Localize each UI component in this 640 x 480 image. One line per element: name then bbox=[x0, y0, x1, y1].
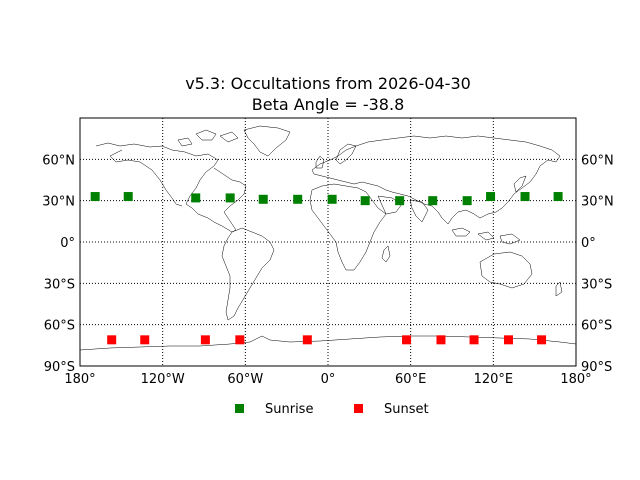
y-tick-label-right: 60°S bbox=[581, 319, 612, 334]
sunrise-point bbox=[553, 192, 563, 202]
sunrise-point bbox=[486, 192, 496, 202]
y-tick-label-left: 60°S bbox=[44, 319, 75, 334]
sunrise-point bbox=[123, 192, 133, 202]
sunrise-point bbox=[428, 196, 438, 206]
coastlines bbox=[79, 125, 577, 351]
sunset-point bbox=[302, 335, 312, 345]
y-tick-label-left: 30°S bbox=[44, 277, 75, 292]
x-tick-label: 180° bbox=[64, 372, 95, 387]
y-tick-label-right: 60°N bbox=[581, 153, 614, 168]
chart-title: v5.3: Occultations from 2026-04-30 bbox=[185, 74, 471, 93]
axis-ticks: 180° 120°W 60°W 0° 60°E 120°E 180°90°S 90°S60°S… bbox=[42, 153, 614, 387]
y-tick-label-left: 0° bbox=[60, 236, 75, 251]
sunrise-point bbox=[90, 192, 100, 202]
y-tick-label-right: 0° bbox=[581, 236, 596, 251]
sunset-point bbox=[107, 335, 117, 345]
sunrise-point bbox=[520, 192, 530, 202]
legend: Sunrise Sunset bbox=[235, 402, 429, 417]
chart-subtitle: Beta Angle = -38.8 bbox=[252, 95, 405, 114]
sunrise-point bbox=[360, 196, 370, 206]
y-tick-label-right: 30°N bbox=[581, 195, 614, 210]
y-tick-label-right: 90°S bbox=[581, 360, 612, 375]
x-tick-label: 60°E bbox=[395, 372, 426, 387]
legend-label-sunset: Sunset bbox=[384, 402, 429, 417]
sunset-point bbox=[140, 335, 150, 345]
x-tick-label: 0° bbox=[321, 372, 336, 387]
sunrise-point bbox=[225, 193, 235, 203]
data-points bbox=[90, 192, 563, 345]
legend-marker-sunrise bbox=[235, 404, 244, 413]
sunrise-point bbox=[327, 194, 337, 204]
grid-lines bbox=[80, 118, 576, 366]
x-tick-label: 60°W bbox=[227, 372, 263, 387]
y-tick-label-left: 30°N bbox=[42, 195, 75, 210]
sunset-point bbox=[537, 335, 547, 345]
sunrise-point bbox=[258, 194, 268, 204]
sunset-point bbox=[503, 335, 513, 345]
plot-frame bbox=[79, 117, 577, 367]
y-tick-label-left: 60°N bbox=[42, 153, 75, 168]
sunrise-point bbox=[395, 196, 405, 206]
sunset-point bbox=[402, 335, 412, 345]
sunrise-point bbox=[191, 193, 201, 203]
y-tick-label-left: 90°S bbox=[44, 360, 75, 375]
y-tick-label-right: 30°S bbox=[581, 277, 612, 292]
legend-marker-sunset bbox=[354, 404, 363, 413]
sunrise-point bbox=[462, 196, 472, 206]
sunset-point bbox=[235, 335, 245, 345]
sunset-point bbox=[436, 335, 446, 345]
sunset-point bbox=[200, 335, 210, 345]
sunrise-point bbox=[293, 194, 303, 204]
legend-label-sunrise: Sunrise bbox=[265, 402, 313, 417]
x-tick-label: 120°W bbox=[141, 372, 185, 387]
x-tick-label: 120°E bbox=[474, 372, 514, 387]
sunset-point bbox=[469, 335, 479, 345]
x-tick-label: 180° bbox=[560, 372, 591, 387]
